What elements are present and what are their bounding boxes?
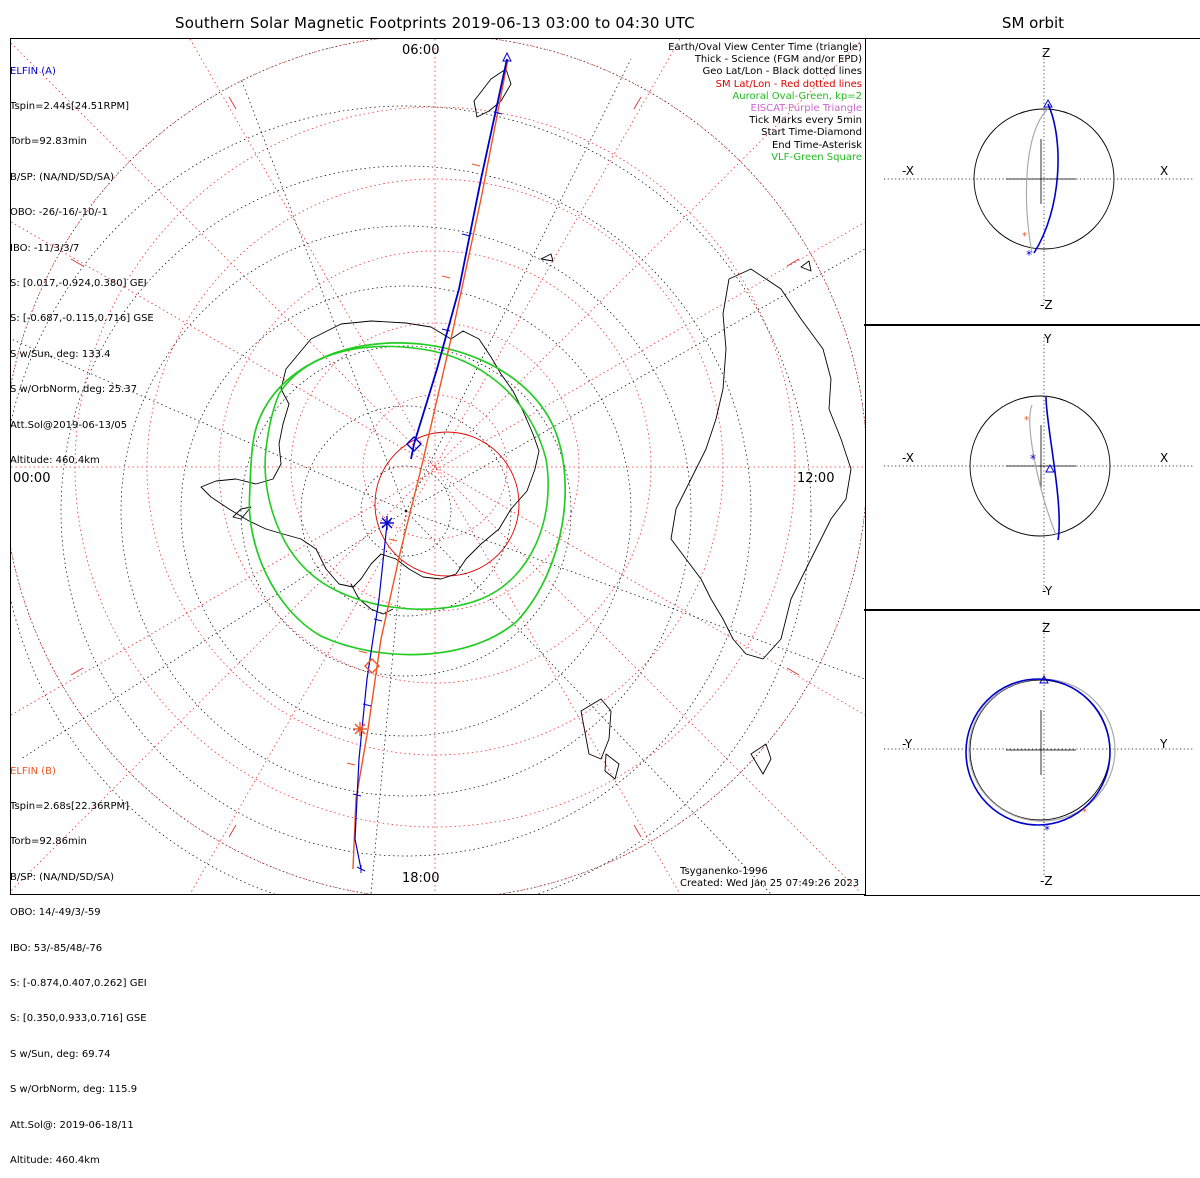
sm-inner-circle [374,431,520,577]
orbit-label-top: Z [1042,46,1050,60]
orbit-asterisk-b: * [1082,807,1087,818]
orbit-panel-yz: * * Z -Z -Y Y [864,609,1200,896]
orbit-plot-xy: * * Y -Y -X X [884,332,1194,598]
elfin-b-line: IBO: 53/-85/48/-76 [10,942,103,954]
auroral-ovals [248,342,567,656]
legend-item: VLF-Green Square [771,151,862,163]
orbit-label-top: Z [1042,621,1050,635]
elfin-b-line: S w/OrbNorm, deg: 115.9 [10,1084,138,1096]
elfin-b-line: OBO: 14/-49/3/-59 [10,907,101,919]
orbit-asterisk-b: * [1022,231,1027,242]
elfin-a-name: ELFIN (A) [10,65,56,77]
orbit-label-top: Y [1043,332,1052,346]
elfin-b-line: Torb=92.86min [10,836,87,848]
elfin-b-end-asterisk [353,722,367,736]
legend-item: Tick Marks every 5min [749,115,862,127]
orbit-asterisk-b: * [1024,415,1029,426]
elfin-track-end-marks [356,865,366,873]
elfin-b-line: B/SP: (NA/ND/SD/SA) [10,871,114,883]
orbit-panel-xz: * * Z -Z -X X [864,38,1200,326]
elfin-a-line: Altitude: 460.4km [10,454,100,466]
elfin-b-start-diamond [364,658,380,674]
orbit-label-bottom: -Z [1040,298,1053,312]
legend-item: Auroral Oval-Green, kp=2 [732,90,862,102]
view-triangle [1045,463,1055,473]
elfin-b-name: ELFIN (B) [10,765,56,777]
lt-label-bottom: 18:00 [402,871,440,886]
orbit-panel-xy: * * Y -Y -X X [864,324,1200,611]
sm-latitude-circles [11,39,865,894]
orbit-title: SM orbit [1001,14,1065,32]
elfin-a-orbit [965,678,1111,826]
elfin-b-info: ELFIN (B) Tspin=2.68s[22.36RPM] Torb=92.… [10,742,147,1178]
elfin-b-line: S: [-0.874,0.407,0.262] GEI [10,977,147,989]
elfin-b-line: Att.Sol@: 2019-06-18/11 [10,1119,134,1131]
lt-label-left: 00:00 [13,471,51,486]
orbit-asterisk-a: * [1044,823,1050,837]
geo-latitude-circles [11,58,865,894]
legend-item: SM Lat/Lon - Red dotted lines [715,78,862,90]
elfin-a-orbit [1033,103,1059,254]
elfin-a-end-asterisk [380,516,394,530]
legend-item: Thick - Science (FGM and/or EPD) [694,54,862,66]
footprint-map [11,39,865,894]
elfin-a-line: S w/Sun, deg: 133.4 [10,348,111,360]
orbit-label-right: X [1160,451,1168,465]
orbit-label-left: -X [902,164,914,178]
view-triangle [1043,98,1053,108]
credits: Tsyganenko-1996 Created: Wed Jan 25 07:4… [680,866,859,889]
legend-item: EISCAT-Purple Triangle [750,103,863,115]
orbit-label-left: -Y [902,737,913,751]
elfin-a-info: ELFIN (A) Tspin=2.44s[24.51RPM] Torb=92.… [10,42,154,478]
elfin-a-line: Torb=92.83min [10,136,87,148]
elfin-a-line: B/SP: (NA/ND/SD/SA) [10,171,114,183]
outer-ticks [70,96,800,838]
model-label: Tsyganenko-1996 [680,866,768,877]
orbit-asterisk-a: * [1030,452,1036,466]
elfin-a-track [354,58,508,870]
elfin-b-orbit [1025,106,1051,254]
orbit-plot-yz: * * Z -Z -Y Y [884,621,1194,888]
elfin-b-line: S w/Sun, deg: 69.74 [10,1048,111,1060]
lt-label-right: 12:00 [797,471,835,486]
elfin-a-line: S w/OrbNorm, deg: 25.37 [10,384,138,396]
earth-disc [973,108,1115,250]
elfin-a-line: OBO: -26/-16/-10/-1 [10,207,108,219]
legend-item: Start Time-Diamond [761,127,862,139]
legend-item: Earth/Oval View Center Time (triangle) [668,42,862,53]
elfin-a-orbit [1045,396,1061,541]
elfin-a-line: Att.Sol@2019-06-13/05 [10,419,128,431]
elfin-a-ticks [352,111,503,797]
orbit-label-left: -X [902,451,914,465]
orbit-plot-xz: * * Z -Z -X X [884,46,1194,312]
view-center-triangle [502,51,512,62]
legend-item: Geo Lat/Lon - Black dotted lines [702,66,862,78]
elfin-b-line: Altitude: 460.4km [10,1154,100,1166]
elfin-a-start-diamond [406,436,422,452]
elfin-b-track [352,58,509,870]
orbit-label-right: X [1160,164,1168,178]
created-label: Created: Wed Jan 25 07:49:26 2023 [680,877,860,889]
orbit-label-bottom: -Z [1040,874,1053,888]
footprint-map-panel: 06:00 00:00 12:00 18:00 [10,38,866,895]
view-triangle [1039,674,1049,684]
elfin-b-ticks [346,163,481,766]
legend: Earth/Oval View Center Time (triangle) T… [668,42,862,164]
elfin-a-line: S: [0.017,-0.924,0.380] GEI [10,277,147,289]
lt-label-top: 06:00 [402,43,440,58]
elfin-a-line: IBO: -11/3/3/7 [10,242,80,254]
orbit-label-bottom: -Y [1042,584,1053,598]
elfin-b-line: Tspin=2.68s[22.36RPM] [10,800,130,812]
legend-item: End Time-Asterisk [771,139,862,151]
orbit-label-right: Y [1159,737,1168,751]
earth-disc [969,395,1111,537]
plot-title: Southern Solar Magnetic Footprints 2019-… [175,14,695,32]
coastlines [200,68,852,780]
orbit-asterisk-a: * [1026,248,1032,262]
elfin-a-line: S: [-0.687,-0.115,0.716] GSE [10,313,154,325]
elfin-b-line: S: [0.350,0.933,0.716] GSE [10,1013,147,1025]
elfin-b-orbit [1029,404,1057,536]
elfin-a-line: Tspin=2.44s[24.51RPM] [10,100,130,112]
